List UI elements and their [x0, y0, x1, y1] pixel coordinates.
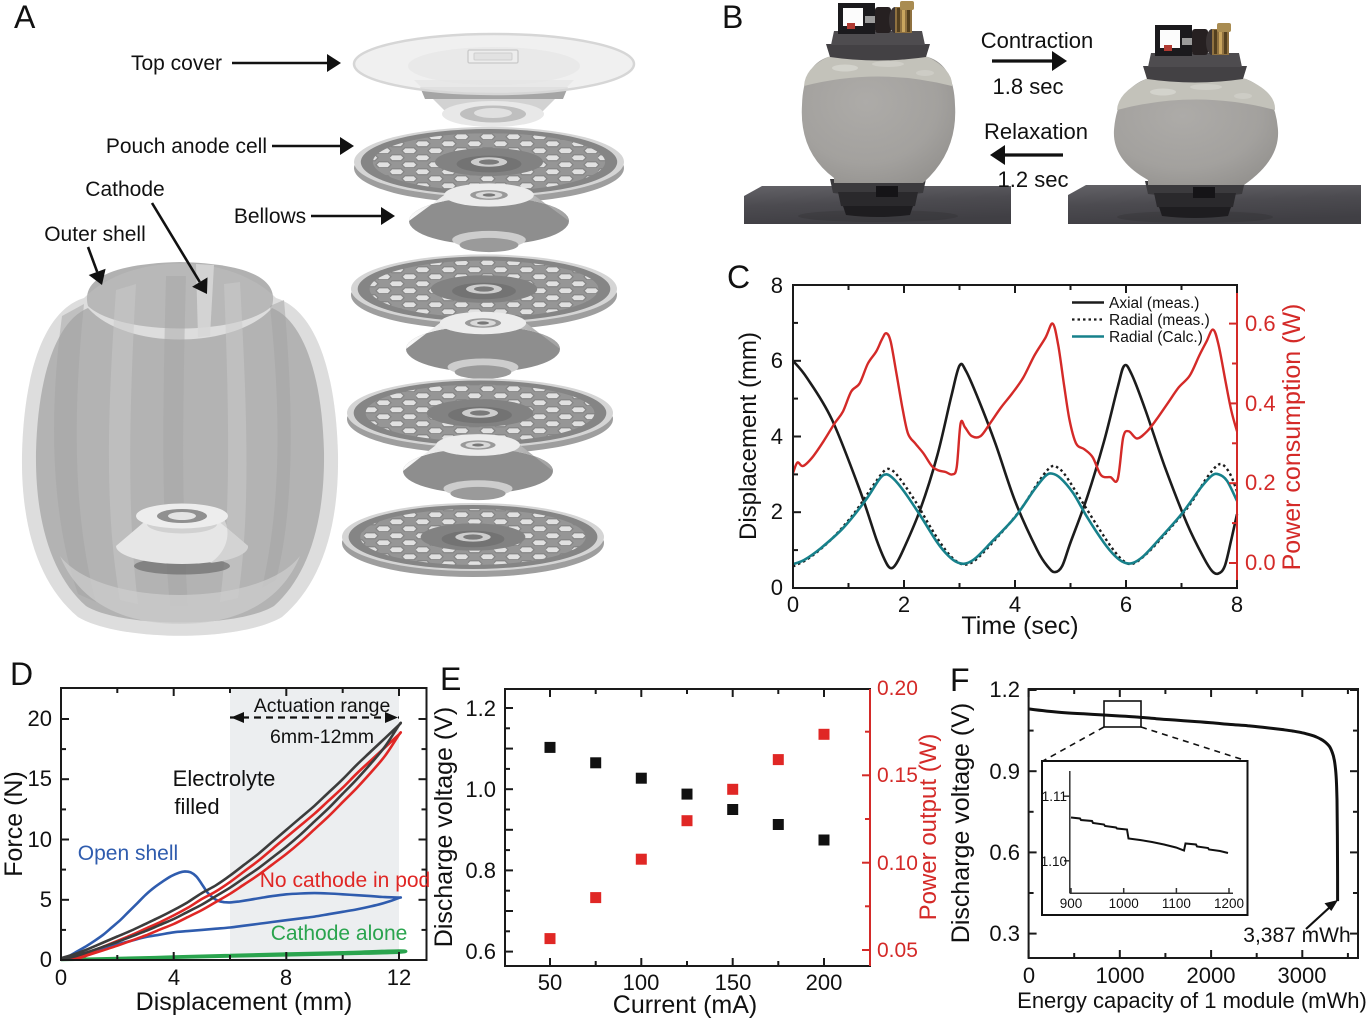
svg-text:0: 0: [787, 592, 799, 617]
svg-text:Cathode: Cathode: [85, 178, 164, 201]
svg-text:1000: 1000: [1096, 963, 1145, 988]
svg-text:1.8 sec: 1.8 sec: [993, 74, 1064, 99]
svg-text:15: 15: [28, 766, 52, 791]
svg-text:2: 2: [898, 592, 910, 617]
svg-text:Bellows: Bellows: [234, 205, 306, 228]
svg-text:8: 8: [280, 965, 292, 990]
svg-text:Open shell: Open shell: [78, 842, 178, 865]
svg-text:0: 0: [40, 947, 52, 972]
svg-text:150: 150: [715, 970, 752, 995]
svg-text:4: 4: [771, 424, 783, 449]
svg-text:3,387 mWh: 3,387 mWh: [1243, 924, 1350, 947]
svg-text:0.10: 0.10: [877, 852, 918, 875]
svg-text:D: D: [10, 656, 33, 692]
svg-text:Top cover: Top cover: [131, 52, 222, 75]
svg-text:E: E: [440, 661, 461, 697]
svg-text:0.6: 0.6: [465, 939, 496, 964]
svg-text:Displacement (mm): Displacement (mm): [136, 988, 353, 1016]
svg-text:0.2: 0.2: [1245, 470, 1276, 495]
svg-text:200: 200: [806, 970, 843, 995]
svg-text:Power output (W): Power output (W): [915, 734, 942, 921]
svg-text:8: 8: [771, 273, 783, 298]
svg-text:0.0: 0.0: [1245, 550, 1276, 575]
svg-text:F: F: [950, 662, 970, 698]
svg-text:Current (mA): Current (mA): [613, 991, 757, 1019]
svg-text:0.6: 0.6: [1245, 311, 1276, 336]
svg-text:1200: 1200: [1214, 896, 1244, 911]
svg-text:Discharge voltage (V): Discharge voltage (V): [430, 707, 458, 947]
svg-text:2: 2: [771, 499, 783, 524]
svg-text:Power consumption (W): Power consumption (W): [1278, 304, 1306, 571]
svg-text:C: C: [727, 259, 750, 295]
svg-text:Outer shell: Outer shell: [44, 223, 146, 246]
svg-text:0.6: 0.6: [989, 840, 1020, 865]
svg-text:0.15: 0.15: [877, 764, 918, 787]
svg-text:1.10: 1.10: [1041, 854, 1067, 869]
svg-text:Cathode alone: Cathode alone: [271, 922, 408, 945]
svg-text:B: B: [722, 0, 743, 35]
svg-text:0.3: 0.3: [989, 921, 1020, 946]
svg-text:1100: 1100: [1162, 896, 1191, 911]
svg-text:0: 0: [1023, 963, 1035, 988]
svg-text:1.2: 1.2: [989, 677, 1020, 702]
svg-text:Electrolyte: Electrolyte: [173, 766, 276, 791]
svg-text:Radial (Calc.): Radial (Calc.): [1109, 329, 1203, 346]
svg-text:5: 5: [40, 887, 52, 912]
svg-text:8: 8: [1231, 592, 1243, 617]
svg-text:4: 4: [168, 965, 180, 990]
svg-text:Actuation range: Actuation range: [254, 695, 391, 717]
svg-text:Radial (meas.): Radial (meas.): [1109, 312, 1210, 329]
svg-text:0: 0: [55, 965, 67, 990]
svg-text:50: 50: [538, 970, 562, 995]
svg-text:4: 4: [1009, 592, 1021, 617]
svg-text:0.8: 0.8: [465, 858, 496, 883]
svg-text:1.2: 1.2: [465, 696, 496, 721]
svg-text:1.2 sec: 1.2 sec: [998, 167, 1069, 192]
svg-text:Energy capacity of 1 module (m: Energy capacity of 1 module (mWh): [1017, 988, 1367, 1013]
svg-text:0.20: 0.20: [877, 677, 918, 700]
svg-text:900: 900: [1060, 896, 1083, 911]
svg-text:100: 100: [623, 970, 660, 995]
svg-text:Axial (meas.): Axial (meas.): [1109, 295, 1199, 312]
svg-text:6: 6: [1120, 592, 1132, 617]
svg-text:6mm-12mm: 6mm-12mm: [270, 726, 374, 748]
svg-text:0.05: 0.05: [877, 939, 918, 962]
svg-text:Displacement (mm): Displacement (mm): [735, 332, 762, 540]
svg-text:0.4: 0.4: [1245, 391, 1276, 416]
svg-text:No cathode in pod: No cathode in pod: [260, 869, 430, 892]
svg-text:Force (N): Force (N): [0, 771, 28, 877]
svg-text:A: A: [14, 0, 36, 35]
svg-text:12: 12: [387, 965, 411, 990]
svg-text:6: 6: [771, 348, 783, 373]
svg-text:Time (sec): Time (sec): [961, 612, 1078, 640]
svg-text:1000: 1000: [1109, 896, 1139, 911]
svg-text:2000: 2000: [1187, 963, 1236, 988]
svg-text:Relaxation: Relaxation: [984, 119, 1088, 144]
svg-text:20: 20: [28, 706, 52, 731]
svg-text:0: 0: [771, 575, 783, 600]
svg-text:1.11: 1.11: [1042, 789, 1067, 804]
svg-text:0.9: 0.9: [989, 759, 1020, 784]
svg-text:filled: filled: [174, 794, 219, 819]
svg-text:Pouch anode cell: Pouch anode cell: [106, 135, 267, 158]
svg-text:Contraction: Contraction: [981, 28, 1094, 53]
svg-text:3000: 3000: [1278, 963, 1327, 988]
svg-text:Discharge voltage (V): Discharge voltage (V): [947, 703, 975, 943]
svg-text:10: 10: [28, 827, 52, 852]
svg-text:1.0: 1.0: [465, 777, 496, 802]
